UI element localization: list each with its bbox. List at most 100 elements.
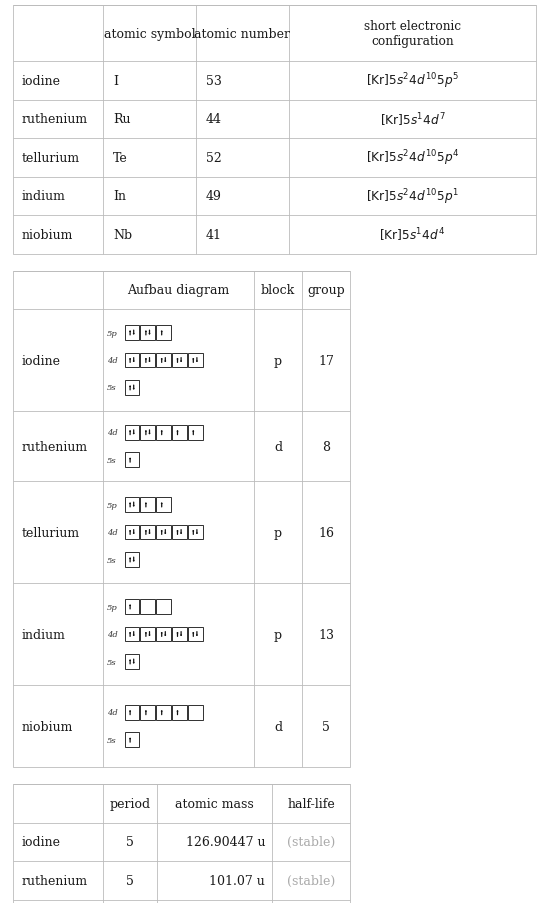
Text: p: p: [274, 628, 282, 641]
Text: (stable): (stable): [287, 874, 335, 887]
Bar: [140, 498, 155, 512]
Bar: [156, 627, 171, 642]
Text: 4d: 4d: [107, 357, 118, 365]
Bar: [124, 525, 139, 540]
Text: 53: 53: [206, 75, 222, 88]
Text: 5s: 5s: [107, 657, 117, 666]
Bar: [188, 525, 203, 540]
Text: p: p: [274, 526, 282, 539]
Bar: [13, 784, 350, 903]
Bar: [188, 353, 203, 368]
Text: Ru: Ru: [113, 113, 130, 126]
Text: 5p: 5p: [107, 329, 118, 337]
Text: 4d: 4d: [107, 709, 118, 716]
Text: 101.07 u: 101.07 u: [209, 874, 265, 887]
Bar: [124, 705, 139, 720]
Bar: [172, 705, 187, 720]
Text: tellurium: tellurium: [22, 526, 80, 539]
Bar: [140, 525, 155, 540]
Text: 5p: 5p: [107, 501, 118, 509]
Text: 5p: 5p: [107, 603, 118, 610]
Text: 13: 13: [318, 628, 334, 641]
Bar: [124, 600, 139, 614]
Bar: [156, 600, 171, 614]
Text: iodine: iodine: [22, 835, 61, 848]
Bar: [140, 600, 155, 614]
Text: d: d: [274, 440, 282, 453]
Text: Aufbau diagram: Aufbau diagram: [127, 284, 230, 297]
Text: 5s: 5s: [107, 736, 117, 744]
Text: I: I: [113, 75, 118, 88]
Text: 17: 17: [318, 354, 334, 368]
Bar: [124, 353, 139, 368]
Text: indium: indium: [22, 628, 66, 641]
Text: 49: 49: [206, 190, 222, 203]
Text: tellurium: tellurium: [22, 152, 80, 164]
Bar: [124, 655, 139, 669]
Bar: [172, 627, 187, 642]
Text: 41: 41: [206, 228, 222, 241]
Bar: [124, 732, 139, 748]
Text: $\mathrm{[Kr]}\mathrm{5}\mathit{s}^{\mathrm{2}}\mathrm{4}\mathit{d}^{\mathrm{10}: $\mathrm{[Kr]}\mathrm{5}\mathit{s}^{\mat…: [366, 148, 459, 168]
Bar: [140, 627, 155, 642]
Bar: [188, 425, 203, 440]
Text: Nb: Nb: [113, 228, 132, 241]
Bar: [172, 353, 187, 368]
Text: 44: 44: [206, 113, 222, 126]
Bar: [124, 425, 139, 440]
Bar: [124, 326, 139, 340]
Text: 4d: 4d: [107, 429, 118, 437]
Bar: [156, 525, 171, 540]
Text: ruthenium: ruthenium: [22, 113, 88, 126]
Bar: [13, 271, 350, 768]
Text: 5s: 5s: [107, 456, 117, 464]
Text: p: p: [274, 354, 282, 368]
Bar: [172, 525, 187, 540]
Bar: [156, 425, 171, 440]
Text: 5: 5: [322, 720, 330, 732]
Text: ruthenium: ruthenium: [22, 874, 88, 887]
Bar: [13, 6, 536, 255]
Text: group: group: [307, 284, 345, 297]
Bar: [156, 705, 171, 720]
Text: niobium: niobium: [22, 228, 73, 241]
Bar: [124, 452, 139, 468]
Text: 4d: 4d: [107, 528, 118, 536]
Text: half-life: half-life: [287, 796, 335, 810]
Text: (stable): (stable): [287, 835, 335, 848]
Bar: [140, 353, 155, 368]
Text: atomic number: atomic number: [194, 27, 290, 41]
Text: niobium: niobium: [22, 720, 73, 732]
Bar: [124, 553, 139, 567]
Text: $\mathrm{[Kr]}\mathrm{5}\mathit{s}^{\mathrm{2}}\mathrm{4}\mathit{d}^{\mathrm{10}: $\mathrm{[Kr]}\mathrm{5}\mathit{s}^{\mat…: [366, 71, 459, 91]
Text: $\mathrm{[Kr]}\mathrm{5}\mathit{s}^{\mathrm{2}}\mathrm{4}\mathit{d}^{\mathrm{10}: $\mathrm{[Kr]}\mathrm{5}\mathit{s}^{\mat…: [366, 187, 459, 206]
Bar: [124, 498, 139, 512]
Text: 5: 5: [126, 874, 134, 887]
Text: 16: 16: [318, 526, 334, 539]
Text: 52: 52: [206, 152, 222, 164]
Text: period: period: [109, 796, 151, 810]
Text: 5: 5: [126, 835, 134, 848]
Text: short electronic
configuration: short electronic configuration: [364, 20, 461, 48]
Text: 8: 8: [322, 440, 330, 453]
Text: 4d: 4d: [107, 630, 118, 638]
Bar: [140, 705, 155, 720]
Text: 5s: 5s: [107, 556, 117, 563]
Bar: [140, 425, 155, 440]
Text: iodine: iodine: [22, 75, 61, 88]
Bar: [156, 326, 171, 340]
Text: atomic mass: atomic mass: [175, 796, 254, 810]
Bar: [140, 326, 155, 340]
Text: $\mathrm{[Kr]}\mathrm{5}\mathit{s}^{\mathrm{1}}\mathrm{4}\mathit{d}^{\mathrm{4}}: $\mathrm{[Kr]}\mathrm{5}\mathit{s}^{\mat…: [379, 227, 446, 244]
Text: In: In: [113, 190, 126, 203]
Bar: [124, 381, 139, 396]
Bar: [124, 627, 139, 642]
Text: indium: indium: [22, 190, 66, 203]
Bar: [172, 425, 187, 440]
Bar: [188, 627, 203, 642]
Text: 5s: 5s: [107, 384, 117, 392]
Text: ruthenium: ruthenium: [22, 440, 88, 453]
Text: iodine: iodine: [22, 354, 61, 368]
Text: Te: Te: [113, 152, 128, 164]
Text: $\mathrm{[Kr]}\mathrm{5}\mathit{s}^{\mathrm{1}}\mathrm{4}\mathit{d}^{\mathrm{7}}: $\mathrm{[Kr]}\mathrm{5}\mathit{s}^{\mat…: [379, 111, 446, 128]
